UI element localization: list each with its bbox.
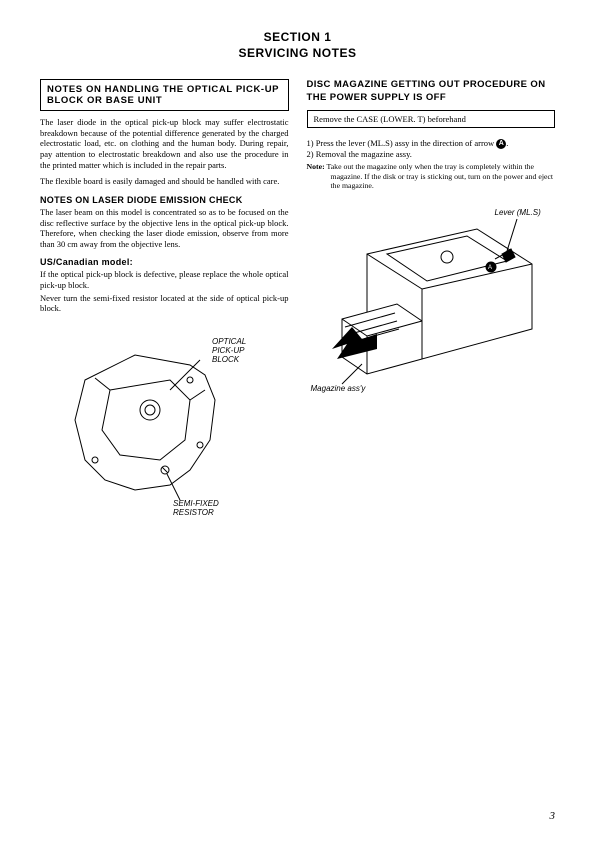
handling-para1b: The flexible board is easily damaged and…: [40, 176, 289, 187]
step-2: 2) Removal the magazine assy.: [307, 149, 556, 160]
section-line1: SECTION 1: [40, 30, 555, 46]
optical-pickup-figure: OPTICAL PICK-UP BLOCK SEMI-FIXED RESISTO…: [40, 320, 280, 520]
step-1: 1) Press the lever (ML.S) assy in the di…: [307, 138, 556, 149]
disc-magazine-title: DISC MAGAZINE GETTING OUT PROCEDURE ON T…: [307, 79, 556, 104]
callout-lever: Lever (ML.S): [495, 209, 541, 218]
handling-notes-title: NOTES ON HANDLING THE OPTICAL PICK-UP BL…: [40, 79, 289, 111]
page-number: 3: [550, 810, 556, 822]
note-line: Note: Take out the magazine only when th…: [307, 162, 556, 191]
svg-text:A: A: [488, 265, 492, 271]
callout-magazine: Magazine ass'y: [311, 385, 366, 394]
left-column: NOTES ON HANDLING THE OPTICAL PICK-UP BL…: [40, 79, 289, 520]
us-canadian-subhead: US/Canadian model:: [40, 257, 289, 267]
callout-optical: OPTICAL PICK-UP BLOCK: [212, 338, 246, 364]
laser-check-subhead: NOTES ON LASER DIODE EMISSION CHECK: [40, 195, 289, 205]
us-para2: Never turn the semi-fixed resistor locat…: [40, 293, 289, 314]
laser-check-para: The laser beam on this model is concentr…: [40, 207, 289, 250]
magazine-svg: A: [307, 199, 547, 409]
arrow-a-icon: A: [496, 139, 506, 149]
section-line2: SERVICING NOTES: [40, 46, 555, 62]
us-para1: If the optical pick-up block is defectiv…: [40, 269, 289, 290]
right-column: DISC MAGAZINE GETTING OUT PROCEDURE ON T…: [307, 79, 556, 520]
handling-para1: The laser diode in the optical pick-up b…: [40, 117, 289, 170]
magazine-figure: A Lever (ML.S) Magazine ass'y: [307, 199, 547, 409]
section-header: SECTION 1 SERVICING NOTES: [40, 30, 555, 61]
remove-case-note: Remove the CASE (LOWER. T) beforehand: [307, 110, 556, 128]
callout-resistor: SEMI-FIXED RESISTOR: [173, 500, 219, 518]
